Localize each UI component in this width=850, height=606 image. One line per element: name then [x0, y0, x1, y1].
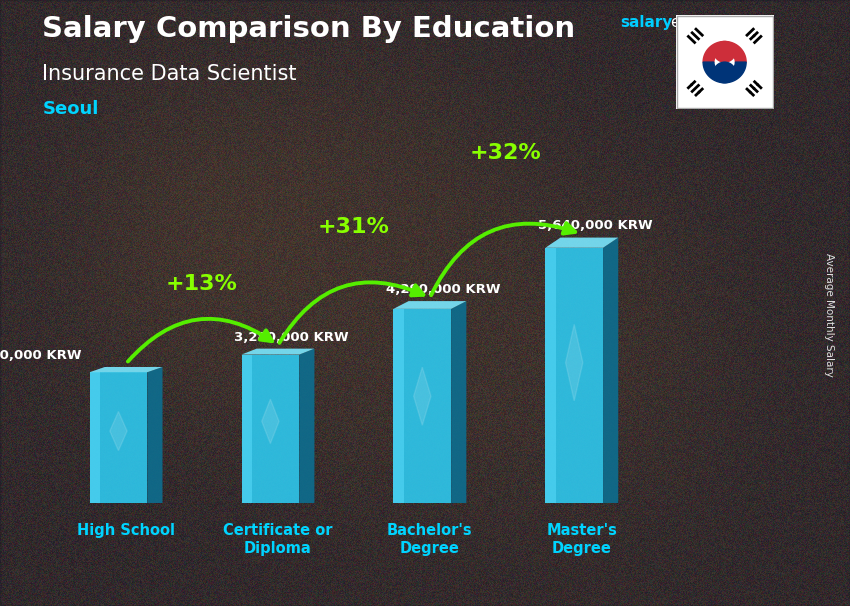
Text: 3,280,000 KRW: 3,280,000 KRW [234, 330, 348, 344]
Polygon shape [603, 238, 618, 503]
Text: 2,890,000 KRW: 2,890,000 KRW [0, 349, 82, 362]
Polygon shape [147, 367, 162, 503]
Polygon shape [394, 301, 467, 309]
Polygon shape [89, 367, 162, 372]
Text: Master's
Degree: Master's Degree [547, 524, 617, 556]
Polygon shape [546, 238, 618, 248]
Text: 4,290,000 KRW: 4,290,000 KRW [386, 283, 501, 296]
Polygon shape [110, 411, 128, 451]
Polygon shape [262, 399, 279, 444]
Text: Bachelor's
Degree: Bachelor's Degree [387, 524, 473, 556]
Text: explorer.com: explorer.com [670, 15, 769, 30]
Polygon shape [565, 324, 583, 401]
Text: +32%: +32% [470, 143, 541, 163]
Text: Certificate or
Diploma: Certificate or Diploma [224, 524, 332, 556]
Text: Salary Comparison By Education: Salary Comparison By Education [42, 15, 575, 43]
Polygon shape [546, 248, 603, 503]
Text: 5,640,000 KRW: 5,640,000 KRW [538, 219, 652, 233]
Polygon shape [241, 348, 314, 355]
Polygon shape [89, 372, 147, 503]
Polygon shape [394, 309, 404, 503]
Polygon shape [703, 62, 746, 83]
Polygon shape [703, 41, 746, 62]
Circle shape [714, 62, 735, 83]
Text: Seoul: Seoul [42, 100, 99, 118]
Polygon shape [451, 301, 467, 503]
Text: salary: salary [620, 15, 673, 30]
Text: +13%: +13% [166, 275, 238, 295]
Polygon shape [241, 355, 252, 503]
Polygon shape [89, 372, 100, 503]
Text: +31%: +31% [318, 216, 390, 236]
Polygon shape [299, 348, 314, 503]
Polygon shape [241, 355, 299, 503]
Circle shape [714, 41, 735, 62]
Polygon shape [394, 309, 451, 503]
Polygon shape [414, 367, 431, 425]
Polygon shape [546, 248, 556, 503]
Text: Average Monthly Salary: Average Monthly Salary [824, 253, 834, 377]
Text: Insurance Data Scientist: Insurance Data Scientist [42, 64, 297, 84]
Text: High School: High School [77, 524, 175, 538]
